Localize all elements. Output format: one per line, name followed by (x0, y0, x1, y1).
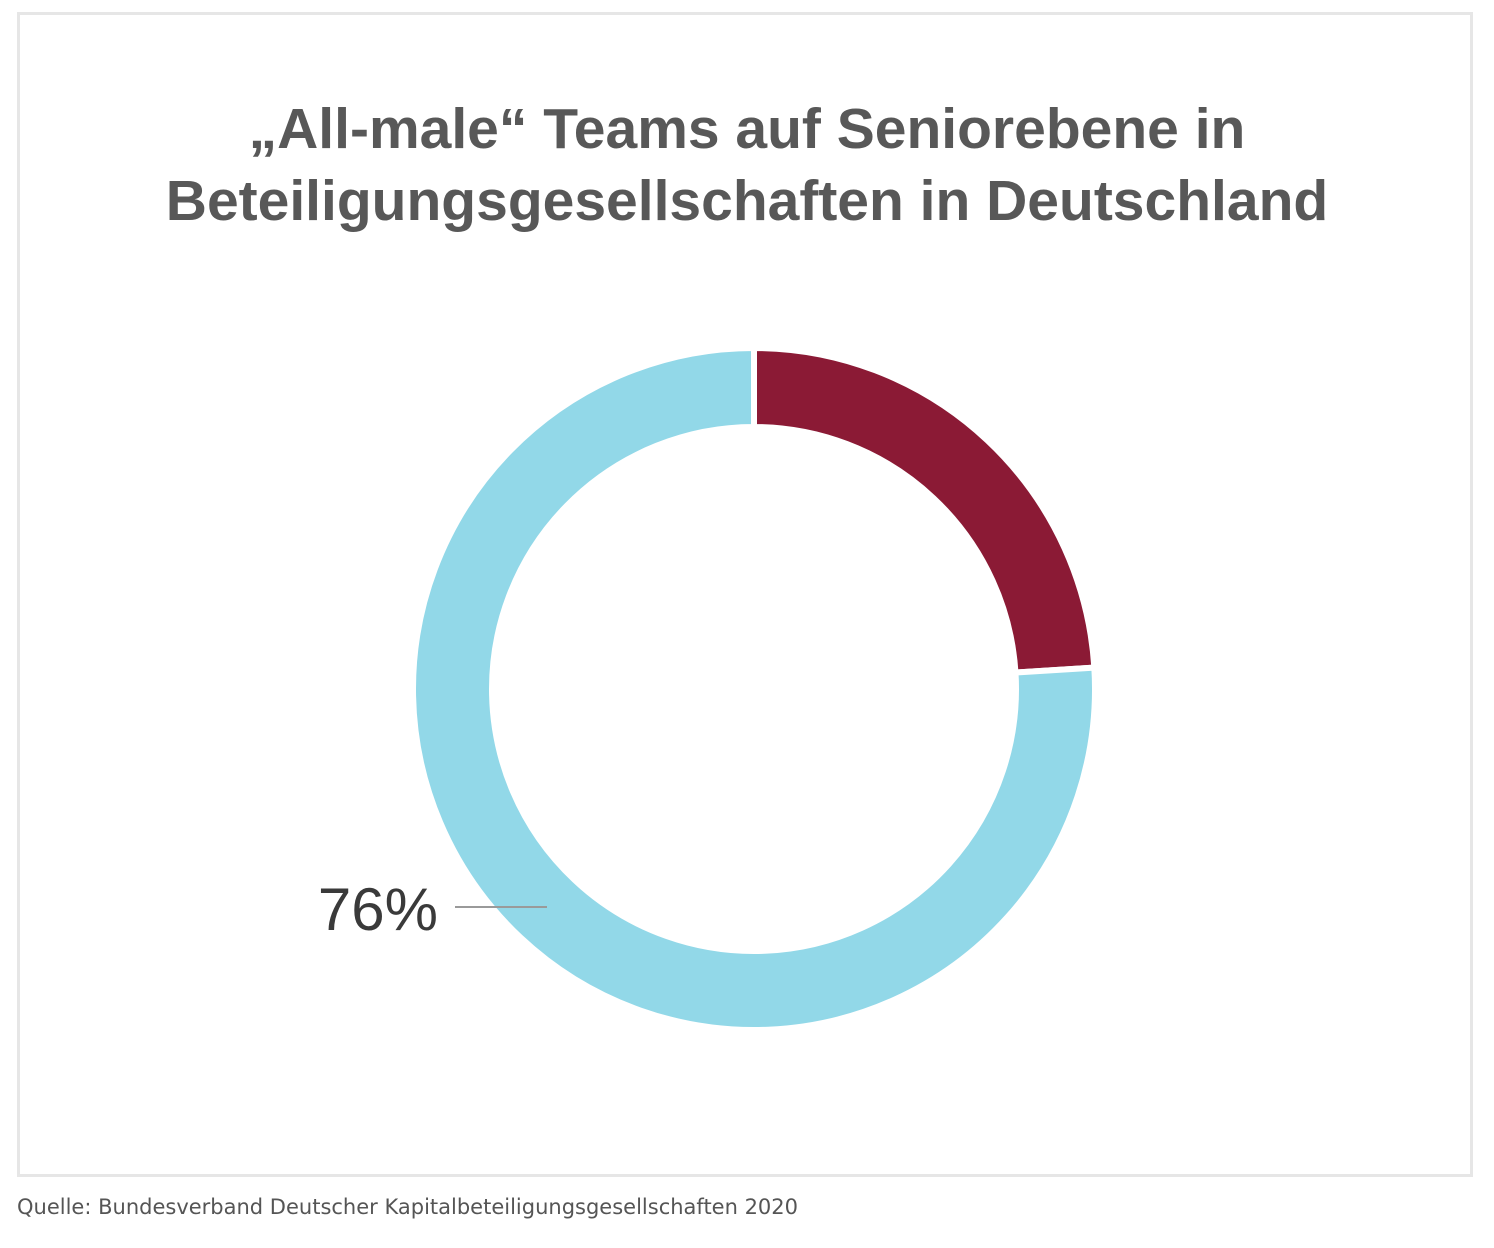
chart-title-line-1: „All-male“ Teams auf Seniorebene in (248, 97, 1246, 161)
chart-title-line-2: Beteiligungsgesellschaften in Deutschlan… (165, 169, 1329, 233)
source-note: Quelle: Bundesverband Deutscher Kapitalb… (17, 1195, 799, 1219)
donut-slice-0 (751, 344, 1098, 676)
donut-slice-1-label: 76% (318, 876, 438, 943)
donut-slice-1 (410, 344, 1098, 1033)
